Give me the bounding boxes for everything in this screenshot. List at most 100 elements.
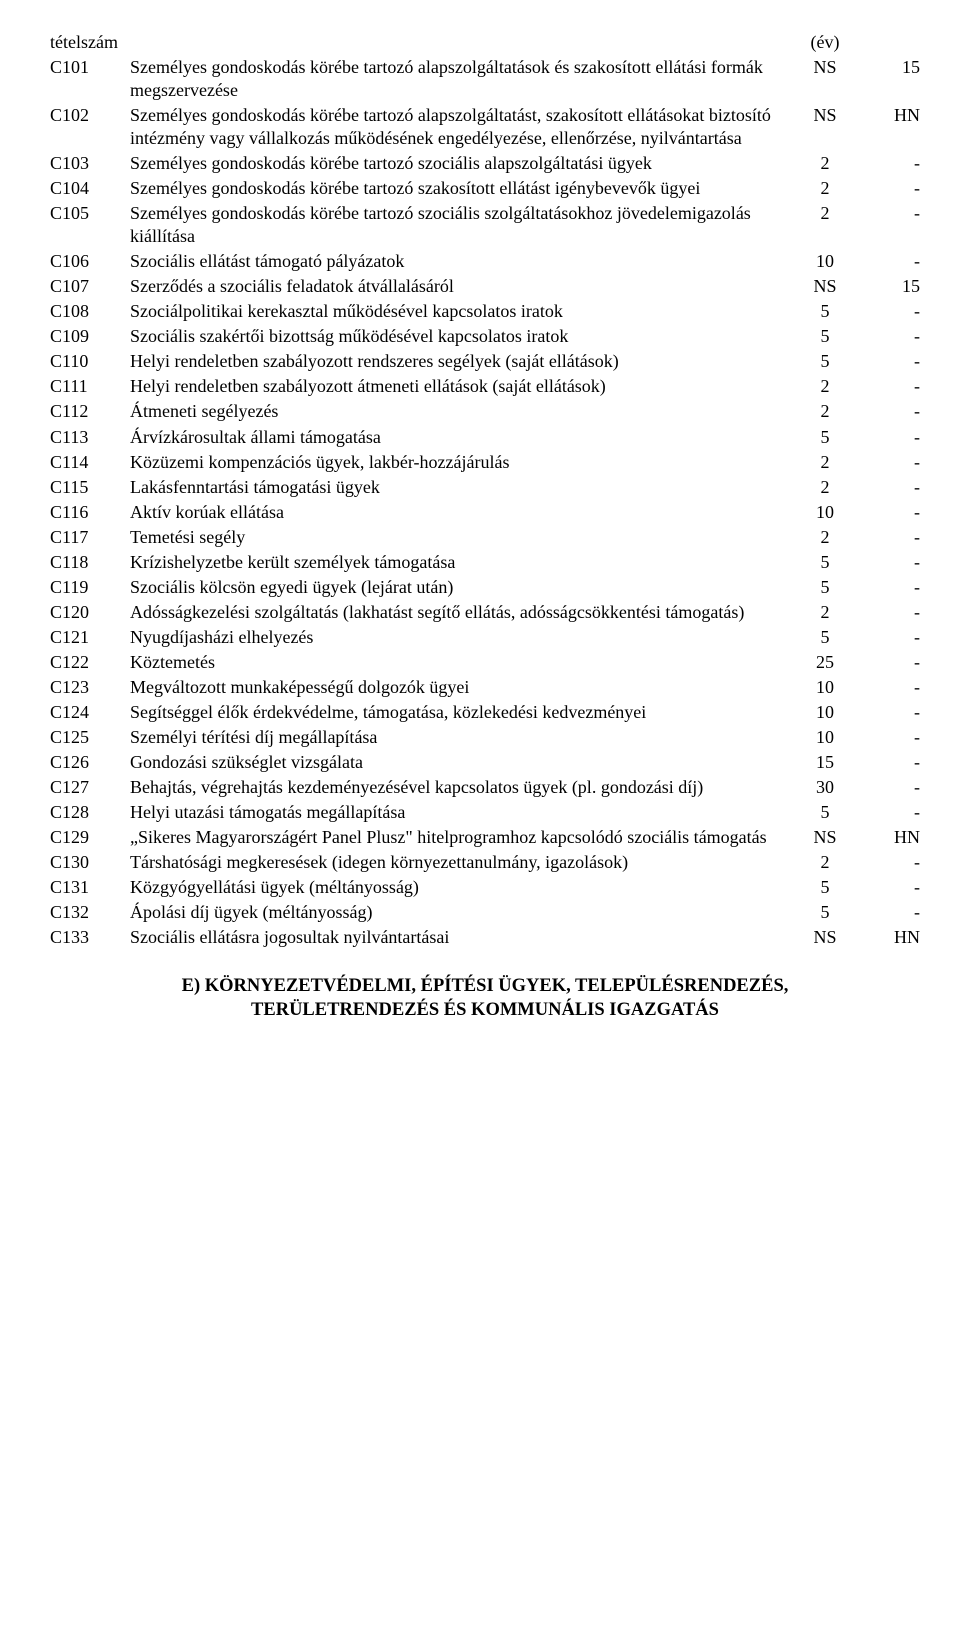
table-row: C101Személyes gondoskodás körébe tartozó… bbox=[50, 55, 920, 103]
table-row: C126Gondozási szükséglet vizsgálata15- bbox=[50, 750, 920, 775]
table-row: C122Köztemetés25- bbox=[50, 650, 920, 675]
row-description: Aktív korúak ellátása bbox=[130, 500, 790, 525]
row-value-1: 2 bbox=[790, 850, 860, 875]
row-code: C113 bbox=[50, 425, 130, 450]
row-value-2: - bbox=[860, 675, 920, 700]
row-description: Köztemetés bbox=[130, 650, 790, 675]
row-value-1: 5 bbox=[790, 324, 860, 349]
row-code: C103 bbox=[50, 151, 130, 176]
row-description: Szociális szakértői bizottság működéséve… bbox=[130, 324, 790, 349]
table-row: C115Lakásfenntartási támogatási ügyek2- bbox=[50, 475, 920, 500]
row-code: C109 bbox=[50, 324, 130, 349]
table-row: C114Közüzemi kompenzációs ügyek, lakbér-… bbox=[50, 450, 920, 475]
row-code: C121 bbox=[50, 625, 130, 650]
row-code: C102 bbox=[50, 103, 130, 151]
row-value-1: 5 bbox=[790, 800, 860, 825]
row-value-1: 2 bbox=[790, 374, 860, 399]
row-code: C131 bbox=[50, 875, 130, 900]
row-value-1: 30 bbox=[790, 775, 860, 800]
row-code: C125 bbox=[50, 725, 130, 750]
row-value-2: 15 bbox=[860, 55, 920, 103]
row-value-2: - bbox=[860, 425, 920, 450]
table-row: C111Helyi rendeletben szabályozott átmen… bbox=[50, 374, 920, 399]
row-value-2: - bbox=[860, 625, 920, 650]
table-row: C102Személyes gondoskodás körébe tartozó… bbox=[50, 103, 920, 151]
row-value-1: 5 bbox=[790, 575, 860, 600]
row-code: C111 bbox=[50, 374, 130, 399]
row-value-1: 5 bbox=[790, 349, 860, 374]
row-value-1: 5 bbox=[790, 625, 860, 650]
row-value-2: - bbox=[860, 475, 920, 500]
row-description: Behajtás, végrehajtás kezdeményezésével … bbox=[130, 775, 790, 800]
row-value-1: 10 bbox=[790, 500, 860, 525]
row-value-1: 2 bbox=[790, 450, 860, 475]
table-row: C116Aktív korúak ellátása10- bbox=[50, 500, 920, 525]
row-value-2: - bbox=[860, 201, 920, 249]
row-code: C112 bbox=[50, 399, 130, 424]
row-code: C132 bbox=[50, 900, 130, 925]
row-value-1: 2 bbox=[790, 176, 860, 201]
table-row: C107Szerződés a szociális feladatok átvá… bbox=[50, 274, 920, 299]
row-value-2: - bbox=[860, 349, 920, 374]
row-code: C108 bbox=[50, 299, 130, 324]
row-value-1: 5 bbox=[790, 425, 860, 450]
row-value-1: 10 bbox=[790, 675, 860, 700]
row-description: Adósságkezelési szolgáltatás (lakhatást … bbox=[130, 600, 790, 625]
row-value-1: NS bbox=[790, 825, 860, 850]
table-row: C123Megváltozott munkaképességű dolgozók… bbox=[50, 675, 920, 700]
table-header-row: tételszám (év) bbox=[50, 30, 920, 55]
row-description: Nyugdíjasházi elhelyezés bbox=[130, 625, 790, 650]
row-value-2: HN bbox=[860, 925, 920, 950]
row-value-1: 10 bbox=[790, 700, 860, 725]
row-code: C114 bbox=[50, 450, 130, 475]
row-description: Közüzemi kompenzációs ügyek, lakbér-hozz… bbox=[130, 450, 790, 475]
row-description: Szociális ellátásra jogosultak nyilvánta… bbox=[130, 925, 790, 950]
row-description: Lakásfenntartási támogatási ügyek bbox=[130, 475, 790, 500]
header-empty2 bbox=[860, 30, 920, 55]
row-value-2: - bbox=[860, 875, 920, 900]
row-code: C128 bbox=[50, 800, 130, 825]
row-description: „Sikeres Magyarországért Panel Plusz" hi… bbox=[130, 825, 790, 850]
section-heading-line2: TERÜLETRENDEZÉS ÉS KOMMUNÁLIS IGAZGATÁS bbox=[251, 1000, 719, 1020]
row-value-2: - bbox=[860, 500, 920, 525]
row-value-2: - bbox=[860, 249, 920, 274]
row-code: C117 bbox=[50, 525, 130, 550]
row-code: C130 bbox=[50, 850, 130, 875]
table-row: C121Nyugdíjasházi elhelyezés5- bbox=[50, 625, 920, 650]
table-row: C133Szociális ellátásra jogosultak nyilv… bbox=[50, 925, 920, 950]
section-heading-line1: E) KÖRNYEZETVÉDELMI, ÉPÍTÉSI ÜGYEK, TELE… bbox=[182, 976, 789, 996]
row-value-2: - bbox=[860, 900, 920, 925]
row-description: Átmeneti segélyezés bbox=[130, 399, 790, 424]
row-value-1: 2 bbox=[790, 201, 860, 249]
row-description: Helyi utazási támogatás megállapítása bbox=[130, 800, 790, 825]
row-value-1: 10 bbox=[790, 725, 860, 750]
row-value-2: - bbox=[860, 299, 920, 324]
table-row: C104Személyes gondoskodás körébe tartozó… bbox=[50, 176, 920, 201]
table-row: C110Helyi rendeletben szabályozott rends… bbox=[50, 349, 920, 374]
row-description: Személyes gondoskodás körébe tartozó szo… bbox=[130, 201, 790, 249]
row-code: C118 bbox=[50, 550, 130, 575]
table-row: C120Adósságkezelési szolgáltatás (lakhat… bbox=[50, 600, 920, 625]
row-description: Szociális kölcsön egyedi ügyek (lejárat … bbox=[130, 575, 790, 600]
row-value-1: 5 bbox=[790, 900, 860, 925]
row-code: C119 bbox=[50, 575, 130, 600]
row-description: Krízishelyzetbe került személyek támogat… bbox=[130, 550, 790, 575]
table-row: C103Személyes gondoskodás körébe tartozó… bbox=[50, 151, 920, 176]
row-value-2: - bbox=[860, 450, 920, 475]
row-description: Helyi rendeletben szabályozott rendszere… bbox=[130, 349, 790, 374]
row-value-2: - bbox=[860, 700, 920, 725]
row-code: C123 bbox=[50, 675, 130, 700]
row-value-2: HN bbox=[860, 103, 920, 151]
row-value-1: 5 bbox=[790, 299, 860, 324]
header-tetelszam: tételszám bbox=[50, 30, 130, 55]
table-row: C132Ápolási díj ügyek (méltányosság)5- bbox=[50, 900, 920, 925]
section-heading: E) KÖRNYEZETVÉDELMI, ÉPÍTÉSI ÜGYEK, TELE… bbox=[50, 974, 920, 1022]
row-code: C133 bbox=[50, 925, 130, 950]
row-description: Személyes gondoskodás körébe tartozó szo… bbox=[130, 151, 790, 176]
table-row: C125Személyi térítési díj megállapítása1… bbox=[50, 725, 920, 750]
row-code: C122 bbox=[50, 650, 130, 675]
row-value-1: 25 bbox=[790, 650, 860, 675]
table-row: C109Szociális szakértői bizottság működé… bbox=[50, 324, 920, 349]
row-value-1: 2 bbox=[790, 399, 860, 424]
row-description: Személyes gondoskodás körébe tartozó ala… bbox=[130, 103, 790, 151]
